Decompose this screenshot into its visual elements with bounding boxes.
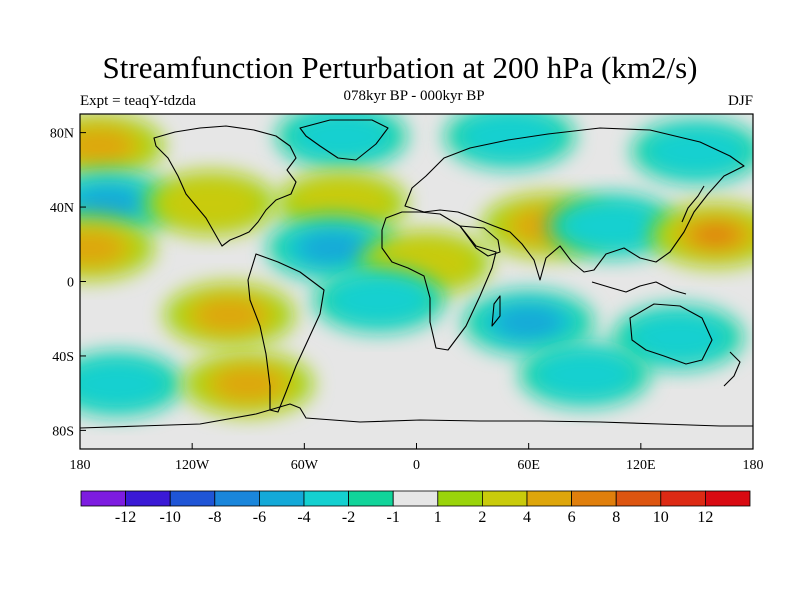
field-w-pacific-high bbox=[650, 202, 753, 268]
coast-australia bbox=[629, 303, 713, 365]
lat-label: 80N bbox=[50, 127, 74, 142]
lon-label: 0 bbox=[413, 458, 420, 473]
colorbar-label: 10 bbox=[653, 509, 669, 526]
field-level bbox=[211, 365, 285, 402]
coast-arabia bbox=[459, 225, 501, 257]
coast-greenland bbox=[299, 119, 389, 161]
field-level bbox=[562, 200, 664, 251]
figure-subtitle: 078kyr BP - 000kyr BP bbox=[343, 88, 485, 104]
contour-fill-layer bbox=[80, 114, 753, 417]
field-e-asia-low bbox=[547, 193, 678, 258]
coast-europe-asia bbox=[404, 127, 745, 281]
colorbar-box bbox=[615, 490, 662, 507]
colorbar-box bbox=[80, 490, 126, 507]
coastline-layer bbox=[80, 119, 753, 429]
colorbar-box bbox=[437, 490, 483, 507]
field-s-atlantic-low bbox=[314, 267, 445, 333]
field-level bbox=[295, 229, 369, 267]
colorbar-label: -12 bbox=[115, 509, 136, 526]
colorbar-label: 12 bbox=[697, 509, 713, 526]
field-siberia-low bbox=[444, 114, 575, 169]
field-level bbox=[534, 349, 636, 400]
field-level bbox=[328, 274, 430, 326]
map-axes: 80N 40N 0 40S 80S 180 120W 60W 0 60E 120E 180 bbox=[50, 127, 764, 473]
field-level bbox=[80, 185, 145, 222]
colorbar-box bbox=[526, 490, 572, 507]
colorbar-box bbox=[169, 490, 216, 507]
colorbar-label: 2 bbox=[478, 509, 486, 526]
field-level bbox=[627, 312, 729, 363]
colorbar-label: -10 bbox=[160, 509, 181, 526]
colorbar-box bbox=[303, 490, 349, 507]
colorbar-label: -2 bbox=[342, 509, 355, 526]
figure-title: Streamfunction Perturbation at 200 hPa (… bbox=[102, 50, 698, 85]
colorbar-box bbox=[214, 490, 260, 507]
field-level bbox=[80, 127, 136, 164]
lon-label: 120W bbox=[175, 458, 210, 473]
colorbar-box bbox=[125, 490, 171, 507]
field-trop-atlantic-low bbox=[267, 215, 398, 281]
lon-label: 60W bbox=[291, 458, 319, 473]
colorbar-box bbox=[348, 490, 394, 507]
field-nw-pacific-low bbox=[631, 118, 753, 184]
field-level bbox=[693, 224, 738, 246]
colorbar-label: -8 bbox=[208, 509, 221, 526]
field-level bbox=[646, 126, 748, 177]
field-level bbox=[80, 358, 169, 410]
field-e-pacific-high bbox=[80, 215, 155, 281]
colorbar-box bbox=[481, 490, 528, 507]
field-s-america-high bbox=[164, 282, 295, 348]
colorbar-box bbox=[392, 490, 439, 507]
coast-south-america bbox=[247, 253, 325, 413]
colorbar-box bbox=[571, 490, 617, 507]
season-label: DJF bbox=[727, 93, 753, 109]
coast-new-zealand bbox=[723, 351, 741, 387]
field-s-indian-low bbox=[463, 290, 594, 355]
colorbar: -12 -10 -8 -6 -4 -2 -1 1 2 4 6 8 10 12 bbox=[80, 490, 751, 526]
lat-label: 0 bbox=[67, 276, 74, 291]
field-arctic-low bbox=[276, 114, 407, 169]
colorbar-label: -1 bbox=[387, 509, 400, 526]
field-s-ocean-low bbox=[519, 342, 650, 407]
colorbar-label: 6 bbox=[568, 509, 576, 526]
colorbar-label: -6 bbox=[253, 509, 266, 526]
coast-africa bbox=[381, 211, 497, 351]
field-level bbox=[492, 304, 566, 341]
lat-label: 80S bbox=[52, 424, 74, 439]
coast-north-america bbox=[153, 125, 297, 247]
lat-label: 40S bbox=[52, 350, 74, 365]
field-level bbox=[291, 114, 393, 162]
colorbar-box bbox=[258, 490, 305, 507]
lon-label: 60E bbox=[517, 458, 540, 473]
field-level bbox=[193, 296, 266, 334]
coast-indonesia bbox=[591, 281, 687, 295]
colorbar-box bbox=[660, 490, 706, 507]
colorbar-label: 8 bbox=[612, 509, 620, 526]
field-southern-high bbox=[183, 351, 314, 417]
lon-label: 180 bbox=[743, 458, 764, 473]
coast-antarctica bbox=[80, 403, 753, 429]
coast-madagascar bbox=[491, 295, 501, 327]
colorbar-label: -4 bbox=[297, 509, 310, 526]
field-s-pacific-low bbox=[80, 351, 183, 417]
field-level bbox=[160, 178, 262, 229]
lon-label: 120E bbox=[626, 458, 656, 473]
field-level bbox=[459, 114, 561, 162]
field-alaska-high bbox=[80, 114, 164, 178]
lat-label: 40N bbox=[50, 201, 74, 216]
field-australia-low bbox=[613, 305, 744, 370]
field-level bbox=[80, 229, 126, 267]
experiment-label: Expt = teaqY-tdzda bbox=[80, 93, 196, 109]
lon-label: 180 bbox=[70, 458, 91, 473]
field-n-america-high bbox=[145, 171, 276, 236]
colorbar-label: 1 bbox=[434, 509, 442, 526]
field-level bbox=[291, 178, 393, 229]
coast-japan bbox=[681, 185, 705, 223]
colorbar-label: 4 bbox=[523, 509, 531, 526]
colorbar-box bbox=[705, 490, 751, 507]
